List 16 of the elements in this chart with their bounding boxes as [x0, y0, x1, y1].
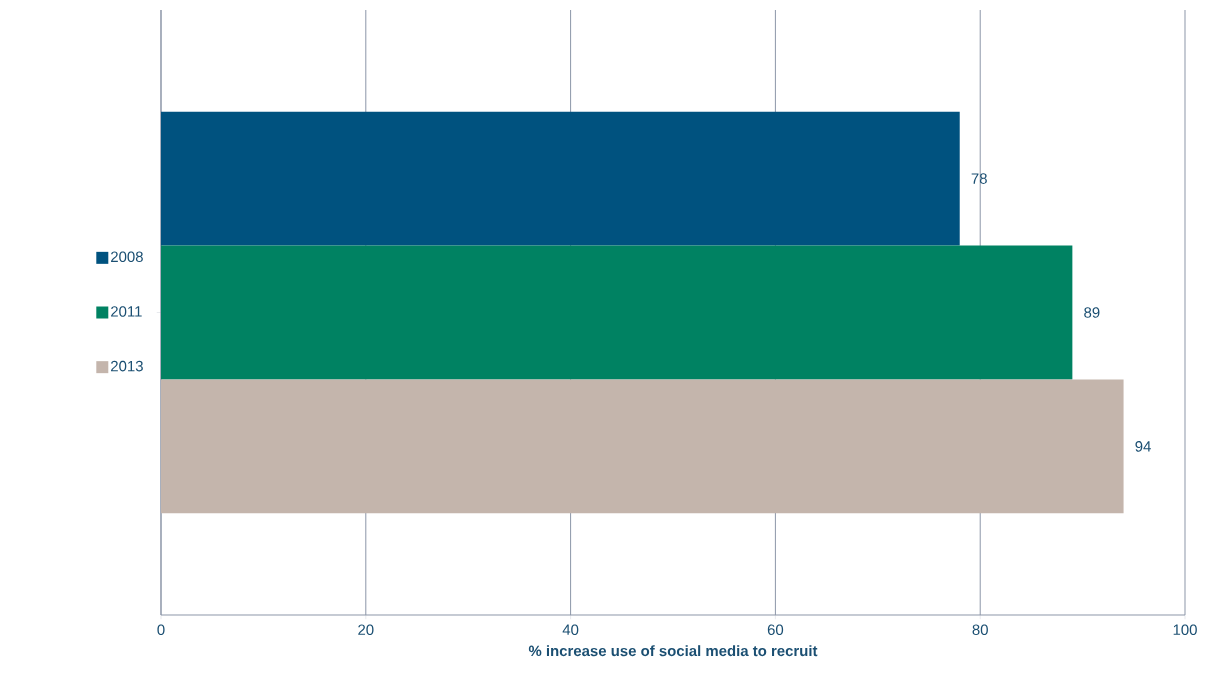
data-label: 89 — [1084, 307, 1100, 318]
x-tick-label: 60 — [767, 624, 784, 636]
data-label: 78 — [971, 173, 987, 184]
legend-label: 2008 — [111, 251, 143, 263]
data-label: 94 — [1135, 441, 1151, 452]
x-tick-label: 20 — [358, 624, 374, 636]
x-tick-label: 40 — [562, 624, 579, 636]
bar — [161, 111, 960, 246]
x-tick-label: 0 — [157, 624, 165, 636]
bar — [161, 245, 1073, 380]
x-axis-title: % increase use of social media to recruit — [528, 645, 818, 657]
legend-label: 2011 — [111, 306, 142, 317]
legend-label: 2013 — [111, 360, 143, 372]
x-tick-label: 80 — [972, 624, 988, 636]
bar — [161, 379, 1124, 514]
x-tick-label: 100 — [1173, 624, 1197, 636]
